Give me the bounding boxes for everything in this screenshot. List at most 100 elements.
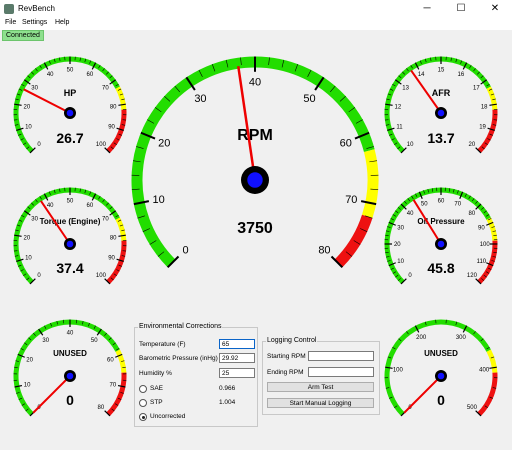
torque-minor-tick bbox=[18, 219, 23, 222]
unused2-major-tick bbox=[475, 410, 482, 417]
torque-minor-tick bbox=[53, 189, 56, 194]
oil-major-tick bbox=[486, 221, 494, 226]
unused1-needle bbox=[32, 375, 71, 414]
oil-minor-tick bbox=[397, 278, 401, 281]
hp-needle bbox=[23, 88, 71, 114]
torque-gauge-label: Torque (Engine) bbox=[40, 217, 101, 226]
connection-status-badge: Connected bbox=[2, 30, 44, 41]
afr-green-arc bbox=[384, 56, 491, 153]
unused1-minor-tick bbox=[25, 408, 29, 412]
hp-minor-tick bbox=[110, 146, 114, 150]
oil-minor-tick bbox=[486, 271, 490, 274]
rpm-minor-tick bbox=[360, 228, 368, 232]
minimize-icon[interactable]: ─ bbox=[423, 3, 431, 14]
ending-rpm-input[interactable] bbox=[308, 367, 374, 377]
oil-major-tick bbox=[459, 191, 464, 199]
afr-tick-label: 12 bbox=[394, 104, 401, 110]
unused2-minor-tick bbox=[424, 321, 427, 326]
title-bar: RevBench ─ ☐ ✕ bbox=[0, 0, 512, 18]
oil-minor-tick bbox=[385, 256, 390, 258]
rpm-minor-tick bbox=[339, 95, 346, 102]
afr-minor-tick bbox=[492, 98, 496, 101]
hp-minor-tick bbox=[121, 98, 125, 101]
pressure-label: Barometric Pressure (inHg) bbox=[139, 355, 218, 362]
menu-help[interactable]: Help bbox=[55, 19, 70, 26]
temperature-input[interactable]: 65 bbox=[219, 339, 255, 349]
unused1-minor-tick bbox=[111, 408, 115, 412]
unused1-minor-tick bbox=[112, 342, 116, 346]
oil-minor-tick bbox=[457, 190, 459, 194]
afr-minor-tick bbox=[492, 124, 497, 126]
uncorrected-radio[interactable] bbox=[139, 413, 147, 421]
torque-minor-tick bbox=[39, 196, 42, 200]
unused2-gauge-label: UNUSED bbox=[424, 349, 458, 358]
menu-settings[interactable]: Settings bbox=[22, 19, 48, 26]
close-icon[interactable]: ✕ bbox=[490, 3, 500, 14]
oil-tick-label: 70 bbox=[454, 202, 461, 208]
sae-radio[interactable] bbox=[139, 385, 147, 393]
humidity-input[interactable]: 25 bbox=[219, 368, 255, 378]
stp-radio[interactable] bbox=[139, 399, 147, 407]
sae-label: SAE bbox=[150, 385, 164, 392]
hp-major-tick bbox=[109, 79, 117, 85]
maximize-icon[interactable]: ☐ bbox=[456, 3, 466, 14]
pressure-input[interactable]: 29.92 bbox=[219, 353, 255, 363]
rpm-hub-outer bbox=[241, 166, 269, 194]
arm-test-button[interactable]: Arm Test bbox=[267, 382, 374, 392]
afr-hub-outer bbox=[435, 107, 447, 119]
afr-minor-tick bbox=[386, 98, 390, 101]
afr-minor-tick bbox=[397, 146, 401, 150]
afr-minor-tick bbox=[392, 83, 396, 87]
afr-minor-tick bbox=[394, 142, 398, 146]
unused2-tick-label: 500 bbox=[467, 405, 478, 411]
oil-minor-tick bbox=[492, 230, 497, 232]
rpm-tick-label: 10 bbox=[153, 194, 165, 206]
unused1-major-tick bbox=[29, 410, 36, 417]
torque-minor-tick bbox=[59, 188, 61, 192]
unused1-major-tick bbox=[38, 328, 44, 336]
unused1-minor-tick bbox=[44, 325, 47, 329]
hp-minor-tick bbox=[98, 65, 101, 69]
unused1-minor-tick bbox=[56, 320, 58, 325]
rpm-major-tick bbox=[166, 255, 180, 269]
oil-minor-tick bbox=[481, 207, 485, 210]
hp-minor-tick bbox=[79, 57, 81, 61]
oil-minor-tick bbox=[491, 260, 495, 262]
hp-major-tick bbox=[23, 79, 31, 85]
unused1-tick-label: 0 bbox=[37, 405, 41, 411]
torque-tick-label: 90 bbox=[108, 256, 115, 262]
rpm-gauge-value: 3750 bbox=[237, 220, 273, 237]
torque-hub-outer bbox=[64, 238, 76, 250]
afr-gauge-label: AFR bbox=[432, 88, 451, 98]
oil-minor-tick bbox=[385, 230, 390, 232]
unused1-minor-tick bbox=[116, 348, 120, 351]
oil-gauge-value: 45.8 bbox=[427, 260, 454, 276]
hp-minor-tick bbox=[89, 60, 92, 64]
oil-major-tick bbox=[418, 191, 423, 199]
unused2-major-tick bbox=[462, 325, 468, 333]
oil-tick-label: 30 bbox=[397, 225, 404, 231]
oil-tick-label: 100 bbox=[480, 242, 491, 248]
afr-minor-tick bbox=[489, 133, 493, 136]
afr-red-arc bbox=[477, 109, 498, 153]
rpm-minor-tick bbox=[136, 146, 144, 149]
oil-minor-tick bbox=[481, 278, 485, 281]
torque-tick-label: 20 bbox=[23, 235, 30, 241]
unused1-minor-tick bbox=[82, 320, 84, 325]
logging-control-panel: Logging Control Starting RPM Ending RPM … bbox=[262, 337, 380, 415]
rpm-minor-tick bbox=[345, 251, 353, 257]
oil-major-tick bbox=[475, 278, 482, 285]
rpm-tick-label: 20 bbox=[158, 137, 170, 149]
oil-tick-label: 80 bbox=[469, 211, 476, 217]
hp-minor-tick bbox=[115, 83, 119, 87]
hp-major-tick bbox=[16, 127, 24, 132]
menu-file[interactable]: File bbox=[5, 19, 17, 26]
unused2-minor-tick bbox=[486, 346, 490, 350]
starting-rpm-input[interactable] bbox=[308, 351, 374, 361]
oil-minor-tick bbox=[427, 188, 429, 193]
start-manual-logging-button[interactable]: Start Manual Logging bbox=[267, 398, 374, 408]
oil-tick-label: 10 bbox=[397, 259, 404, 265]
rpm-tick-label: 60 bbox=[340, 137, 352, 149]
hp-minor-tick bbox=[117, 88, 122, 91]
humidity-label: Humidity % bbox=[139, 370, 172, 377]
